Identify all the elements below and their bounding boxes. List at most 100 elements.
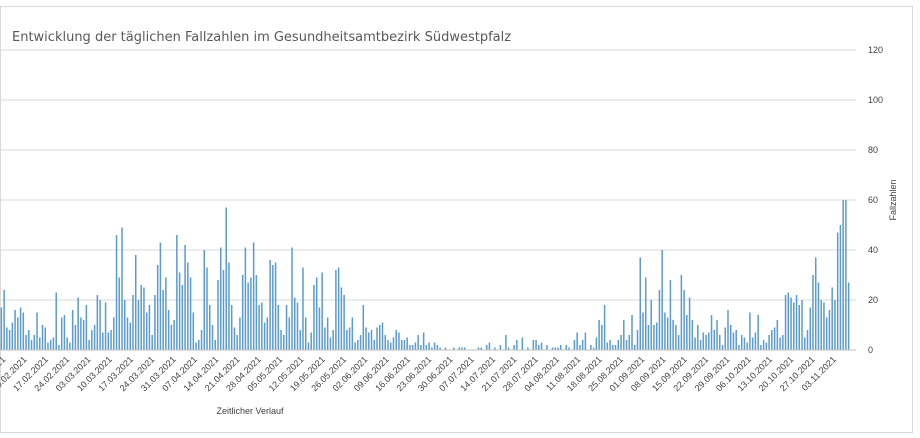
bar [488,342,491,350]
bar [74,325,77,350]
bar [11,322,14,350]
bar [211,325,214,350]
bar [771,330,773,350]
bar [66,337,68,350]
bar [263,322,266,350]
bar [814,257,817,350]
bar [318,307,321,350]
bar [724,327,726,350]
bar [154,295,156,350]
bar [381,322,384,350]
bar [494,347,496,350]
bar [274,262,277,350]
bar [505,335,507,350]
bar [798,305,801,350]
bar [307,342,310,350]
bar [477,347,480,350]
bar [458,347,461,350]
bar [19,307,22,350]
bar [167,310,170,350]
bar [337,267,340,350]
bar [812,275,814,350]
bar [598,320,600,350]
bar [392,337,395,350]
bar [28,330,30,350]
bar [283,335,285,350]
bar [255,275,258,350]
bar [655,322,658,350]
bar [269,260,271,350]
bar [719,335,721,350]
bar [507,347,510,350]
bar [14,310,16,350]
bar [178,272,181,350]
bar [773,327,776,350]
y-tick-label: 20 [868,295,878,305]
bar [409,345,411,350]
bar [77,297,79,350]
bar [357,340,359,350]
bar [658,290,661,350]
bar [102,332,104,350]
bar [647,325,650,350]
chart-area-border [0,6,913,433]
bar [699,340,702,350]
bar [134,255,137,350]
bar [49,340,52,350]
bar [535,340,537,350]
bar [280,330,282,350]
bar [288,317,291,350]
bar [636,330,639,350]
bar [422,332,425,350]
bar [258,305,260,350]
bar [195,342,197,350]
bar [156,265,159,350]
bar [124,300,126,350]
bar [296,302,299,350]
bar [39,337,41,350]
bar [817,282,820,350]
y-tick-label: 60 [868,195,878,205]
bar [403,340,406,350]
bar [63,315,66,350]
bar [159,242,162,350]
bar [384,335,386,350]
bar [677,335,680,350]
bar [576,332,578,350]
bar [304,317,307,350]
bar [702,332,705,350]
bar [25,335,27,350]
bar [173,320,175,350]
bar [329,337,332,350]
bar [91,330,93,350]
bar [740,335,743,350]
bar [820,300,822,350]
bar [790,297,792,350]
bar [96,295,99,350]
bar [749,312,751,350]
bar [691,320,694,350]
bar [601,325,603,350]
bar [121,227,123,350]
bar [499,345,502,350]
bar [17,317,19,350]
bar [573,340,576,350]
chart-title: Entwicklung der täglichen Fallzahlen im … [12,30,511,45]
bar [431,347,433,350]
bar [252,242,255,350]
bar [368,332,370,350]
bar [779,337,781,350]
bar [540,342,543,350]
bar [60,317,63,350]
bar [132,295,134,350]
bar [219,247,222,350]
bar [143,287,145,350]
bar [433,342,436,350]
bar [746,342,748,350]
bar [181,285,184,350]
bar [71,310,74,350]
bar [217,280,219,350]
bar [55,292,57,350]
bar [480,347,482,350]
